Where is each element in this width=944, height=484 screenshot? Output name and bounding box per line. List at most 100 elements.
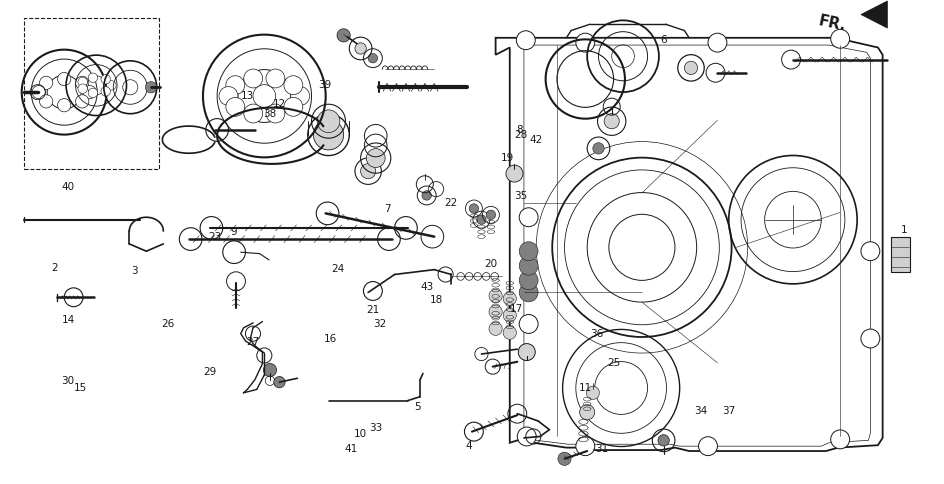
Circle shape [145,82,157,94]
Circle shape [284,76,303,95]
Text: 20: 20 [484,259,497,269]
Text: 10: 10 [354,428,367,438]
Text: 4: 4 [465,440,473,450]
Circle shape [244,70,262,89]
Text: 19: 19 [501,152,514,162]
Circle shape [861,242,880,261]
Text: 14: 14 [61,315,75,324]
Circle shape [831,430,850,449]
Circle shape [101,76,110,85]
Circle shape [506,166,523,183]
Text: 27: 27 [246,336,260,346]
Text: 33: 33 [369,422,382,432]
Text: 31: 31 [596,443,609,453]
Text: 22: 22 [445,197,458,207]
Circle shape [219,88,238,106]
Text: 37: 37 [722,406,735,415]
Circle shape [518,344,535,361]
Circle shape [519,242,538,261]
Text: 7: 7 [383,203,391,213]
Text: 38: 38 [263,109,277,119]
Circle shape [266,105,285,124]
Circle shape [593,143,604,155]
Circle shape [861,330,880,348]
Circle shape [489,289,502,303]
Text: 17: 17 [510,304,523,314]
Polygon shape [861,2,887,29]
Text: 3: 3 [130,265,138,275]
Circle shape [519,209,538,227]
Text: 39: 39 [318,80,331,90]
Text: 8: 8 [515,125,523,135]
Circle shape [516,32,535,50]
Circle shape [576,437,595,455]
Circle shape [519,315,538,333]
Text: 24: 24 [331,264,345,273]
Bar [24,19,159,169]
Circle shape [313,121,344,151]
Text: 32: 32 [373,318,386,328]
Bar [891,237,910,272]
Circle shape [503,326,516,340]
Circle shape [40,77,53,91]
Circle shape [226,98,244,117]
Circle shape [469,204,479,214]
Text: 12: 12 [273,99,286,109]
Text: 34: 34 [694,406,707,415]
Circle shape [489,322,502,336]
Circle shape [477,215,486,225]
Circle shape [489,305,502,319]
Circle shape [32,86,45,100]
Circle shape [88,89,97,98]
Circle shape [503,292,516,306]
Circle shape [422,191,431,201]
Text: 29: 29 [203,367,216,377]
Circle shape [226,76,244,95]
Text: 11: 11 [579,382,592,392]
Text: 36: 36 [590,328,603,338]
Circle shape [517,427,536,446]
Text: 40: 40 [61,182,75,191]
Circle shape [658,435,669,446]
Circle shape [266,70,285,89]
Text: 1: 1 [901,225,908,235]
Circle shape [58,99,71,113]
Text: 21: 21 [366,305,379,315]
Circle shape [503,309,516,322]
Circle shape [284,98,303,117]
Text: 18: 18 [430,294,443,304]
Circle shape [274,377,285,388]
Text: 23: 23 [209,231,222,241]
Circle shape [263,363,277,377]
Circle shape [368,54,378,64]
Text: 6: 6 [660,35,667,45]
Text: 42: 42 [530,135,543,144]
Circle shape [519,284,538,302]
Text: 15: 15 [74,382,87,392]
Text: 41: 41 [345,443,358,453]
Circle shape [76,77,89,91]
Text: 13: 13 [241,91,254,101]
Circle shape [361,164,376,180]
Circle shape [107,81,116,91]
Text: 26: 26 [161,318,175,328]
Text: 30: 30 [61,375,75,385]
Circle shape [76,95,89,109]
Circle shape [88,74,97,83]
Circle shape [604,114,619,130]
Circle shape [337,30,350,43]
Circle shape [708,34,727,53]
Text: 28: 28 [514,130,528,139]
Circle shape [366,150,385,168]
Circle shape [576,34,595,53]
Circle shape [78,78,88,88]
Circle shape [78,85,88,94]
Circle shape [244,105,262,124]
Circle shape [58,73,71,87]
Circle shape [519,257,538,275]
Text: 2: 2 [51,262,59,272]
Text: 43: 43 [420,282,433,291]
Circle shape [519,272,538,290]
Circle shape [355,44,366,55]
Circle shape [83,86,96,100]
